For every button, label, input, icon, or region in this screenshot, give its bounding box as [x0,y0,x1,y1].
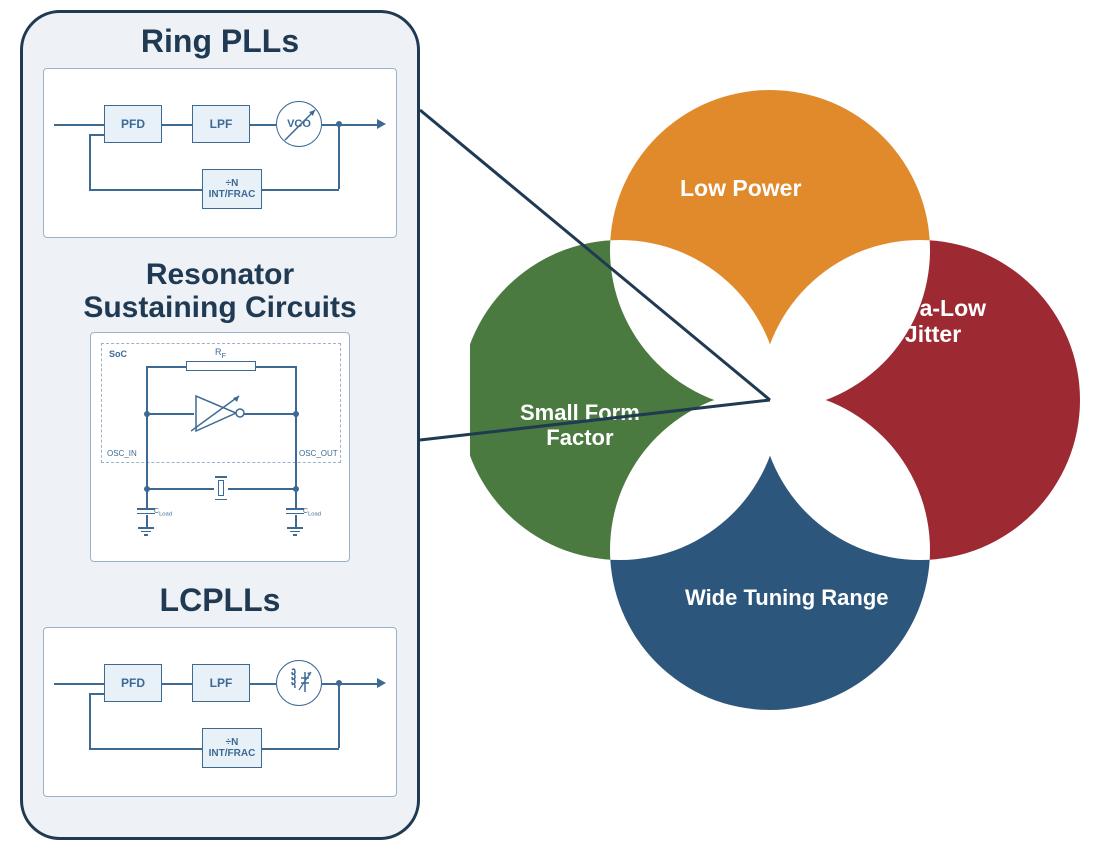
venn-label-left: Small FormFactor [520,400,640,451]
pfd-block: PFD [104,105,162,143]
venn-label-top: Low Power [680,175,801,202]
divider-block-lc: ÷N INT/FRAC [202,728,262,768]
cload-right-label: CLoad [303,508,321,517]
venn-label-right: Ultra-LowJitter [880,295,986,348]
crystal-icon [215,476,227,500]
ring-pll-diagram: PFD LPF VCO ÷N INT/FRAC [43,68,397,238]
lpf-block: LPF [192,105,250,143]
lc-tank-icon [277,660,321,706]
divider-block: ÷N INT/FRAC [202,169,262,209]
vco-arrow-icon [277,102,323,148]
cload-left-label: CLoad [154,508,172,517]
resonator-title: Resonator Sustaining Circuits [43,258,397,324]
venn-label-bottom: Wide Tuning Range [685,585,889,611]
lcpll-diagram: PFD LPF ÷N INT/FRAC [43,627,397,797]
resonator-diagram: SoC RF OSC_IN OSC_OUT [90,332,350,562]
soc-label: SoC [109,349,127,359]
venn-diagram: Low Power Ultra-LowJitter Wide Tuning Ra… [470,90,1090,730]
lpf-block-lc: LPF [192,664,250,702]
osc-out-label: OSC_OUT [299,449,338,458]
rf-label: RF [215,347,226,360]
circuits-panel: Ring PLLs PFD LPF VCO ÷N INT/FRAC [20,10,420,840]
lcplls-title: LCPLLs [43,582,397,619]
osc-in-label: OSC_IN [107,449,137,458]
pfd-block-lc: PFD [104,664,162,702]
inverter-icon [191,391,251,436]
ring-plls-title: Ring PLLs [43,23,397,60]
lc-tank-block [276,660,322,706]
vco-block: VCO [276,101,322,147]
